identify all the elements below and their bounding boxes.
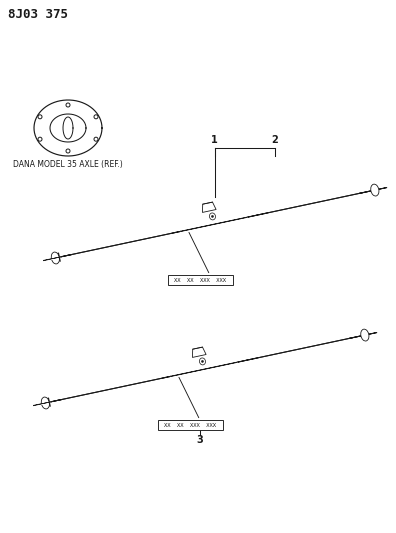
Polygon shape <box>235 335 366 363</box>
Ellipse shape <box>94 115 98 119</box>
Polygon shape <box>359 188 387 193</box>
Polygon shape <box>33 400 61 406</box>
Polygon shape <box>162 358 258 378</box>
Polygon shape <box>54 228 195 258</box>
Polygon shape <box>192 347 206 358</box>
Text: 8J03 375: 8J03 375 <box>8 8 68 21</box>
Ellipse shape <box>66 103 70 107</box>
Polygon shape <box>44 257 61 261</box>
Polygon shape <box>172 213 268 233</box>
Polygon shape <box>171 362 237 376</box>
Ellipse shape <box>94 137 98 141</box>
Ellipse shape <box>38 115 42 119</box>
Ellipse shape <box>202 360 204 362</box>
Polygon shape <box>34 100 102 156</box>
Polygon shape <box>50 114 86 142</box>
Ellipse shape <box>211 215 213 217</box>
Text: XX  XX  XXX  XXX: XX XX XXX XXX <box>164 423 216 427</box>
Text: 3: 3 <box>197 435 204 445</box>
Bar <box>168 275 232 285</box>
Ellipse shape <box>66 149 70 153</box>
Polygon shape <box>44 373 185 403</box>
Text: DANA MODEL 35 AXLE (REF.): DANA MODEL 35 AXLE (REF.) <box>13 160 123 169</box>
Text: 1: 1 <box>211 135 218 145</box>
Ellipse shape <box>41 397 50 409</box>
Text: XX  XX  XXX  XXX: XX XX XXX XXX <box>174 278 226 282</box>
Polygon shape <box>33 402 50 406</box>
Polygon shape <box>245 190 376 218</box>
Ellipse shape <box>361 329 369 341</box>
Polygon shape <box>202 202 216 213</box>
Polygon shape <box>349 333 377 338</box>
Ellipse shape <box>38 137 42 141</box>
Text: 2: 2 <box>271 135 278 145</box>
Polygon shape <box>181 217 248 231</box>
Ellipse shape <box>51 252 59 264</box>
Ellipse shape <box>209 213 215 220</box>
Ellipse shape <box>200 358 206 365</box>
Polygon shape <box>43 255 72 261</box>
Bar <box>158 420 223 430</box>
Ellipse shape <box>371 184 379 196</box>
